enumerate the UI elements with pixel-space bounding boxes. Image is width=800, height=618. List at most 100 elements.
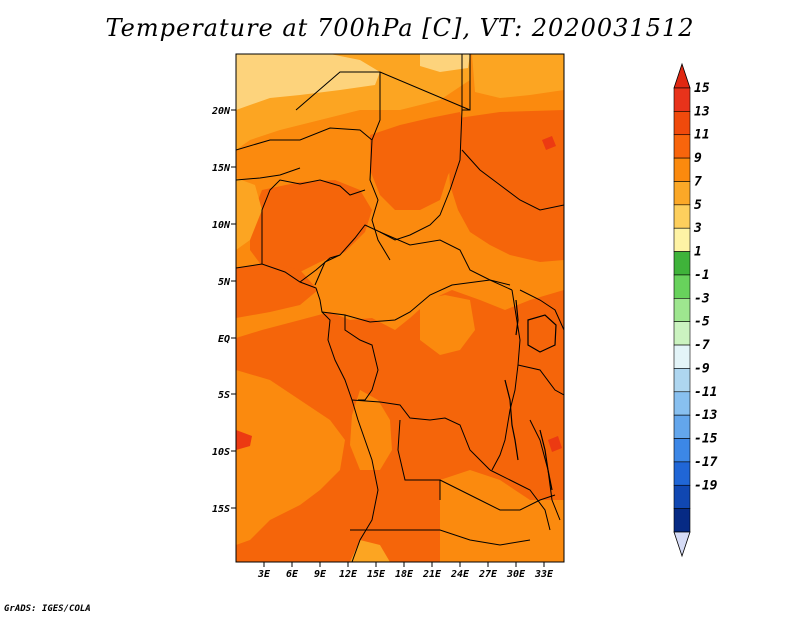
- colorbar-cell: [673, 157, 691, 182]
- field-region-7-9-ne: [472, 54, 564, 98]
- border-namibia: [350, 529, 531, 546]
- field-region-9-11-ocean: [236, 370, 345, 545]
- lat-axis: 20N 15N 10N 5N EQ 5S 10S 15S: [211, 106, 236, 515]
- colorbar-cell: [673, 368, 691, 393]
- colorbar: 15 13 11 9 7 5 3 1 -1 -3 -5 -7 -9 -11 -13 -15 -17 -19: [673, 62, 718, 558]
- colorbar-label: 1: [694, 245, 702, 260]
- colorbar-top-arrow: [673, 62, 691, 89]
- lat-label-20n: 20N: [211, 106, 231, 117]
- lon-label-18e: 18E: [395, 569, 414, 580]
- field-region-11-13-central: [250, 180, 372, 276]
- border-kenya-uganda: [519, 289, 564, 331]
- field-region-11-13-east: [445, 110, 564, 262]
- border-tanzania: [517, 364, 564, 396]
- lake-victoria: [527, 314, 557, 353]
- colorbar-label: -19: [694, 478, 718, 493]
- colorbar-cell: [673, 484, 691, 509]
- lake-albert: [515, 299, 519, 336]
- lon-label-15e: 15E: [367, 569, 386, 580]
- lon-label-33e: 33E: [534, 569, 554, 580]
- field-region-11-13-north: [370, 112, 465, 210]
- colorbar-cell: [673, 111, 691, 136]
- colorbar-cells: [673, 87, 691, 533]
- colorbar-cell: [673, 204, 691, 229]
- border-chad-sudan: [369, 72, 391, 261]
- field-region-11-13-band: [236, 262, 318, 318]
- colorbar-cell: [673, 508, 691, 533]
- field-region-9-11-southern: [440, 470, 564, 562]
- colorbar-label: 3: [693, 221, 702, 236]
- field-region-7-9-west: [236, 178, 262, 250]
- colorbar-cell: [673, 298, 691, 322]
- field-region-5-7-north: [236, 54, 380, 110]
- colorbar-label: 9: [694, 151, 702, 166]
- colorbar-cell: [673, 461, 691, 486]
- colorbar-label: 13: [694, 104, 710, 119]
- lon-label-21e: 21E: [422, 569, 442, 580]
- field-region-9-11-congo: [350, 390, 392, 470]
- lakes: [504, 299, 557, 491]
- field-hotspot-13-15: [236, 430, 252, 450]
- lat-label-15n: 15N: [212, 163, 231, 174]
- lon-label-9e: 9E: [314, 569, 327, 580]
- field-region-5-7-ne: [420, 54, 470, 72]
- colorbar-label: -17: [694, 455, 718, 470]
- colorbar-cell: [673, 344, 691, 369]
- lat-label-eq: EQ: [218, 334, 230, 345]
- lat-label-10n: 10N: [212, 220, 231, 231]
- colorbar-cell: [673, 438, 691, 463]
- colorbar-label: 11: [694, 128, 710, 143]
- colorbar-label: -11: [694, 385, 717, 400]
- map-frame: [235, 53, 565, 563]
- colorbar-cell: [673, 181, 691, 206]
- border-benin-togo: [261, 179, 366, 264]
- lat-label-5n: 5N: [218, 277, 231, 288]
- colorbar-label: -3: [694, 291, 710, 306]
- border-drc-south: [351, 399, 491, 471]
- field-hotspot-13-15-east: [548, 436, 562, 452]
- border-mali-niger: [236, 167, 301, 181]
- border-egypt-sudan: [461, 54, 471, 111]
- colorbar-label: 7: [694, 174, 702, 189]
- lon-label-6e: 6E: [286, 569, 299, 580]
- colorbar-label: 5: [694, 198, 702, 213]
- border-zimbabwe: [489, 469, 551, 531]
- lon-axis: 3E 6E 9E 12E 15E 18E 21E 24E 27E 30E 33E: [257, 562, 554, 580]
- border-sudan-ethiopia: [461, 149, 564, 211]
- border-niger-nigeria: [236, 127, 373, 151]
- border-angola: [397, 419, 441, 500]
- field-region-7-9-patch: [350, 540, 390, 562]
- credit-footer: GrADS: IGES/COLA: [4, 604, 91, 614]
- lon-label-30e: 30E: [506, 569, 526, 580]
- lon-label-27e: 27E: [478, 569, 498, 580]
- lat-label-10s: 10S: [212, 447, 230, 458]
- lon-label-24e: 24E: [450, 569, 470, 580]
- field-hotspot-13-15-ne: [542, 136, 556, 150]
- colorbar-cell: [673, 414, 691, 439]
- lon-label-12e: 12E: [339, 569, 358, 580]
- colorbar-cell: [673, 274, 691, 299]
- border-drc-north: [344, 279, 513, 323]
- colorbar-label: 15: [694, 81, 710, 96]
- colorbar-bottom-arrow: [673, 531, 691, 558]
- colorbar-label: -5: [694, 315, 710, 330]
- colorbar-labels: 15 13 11 9 7 5 3 1 -1 -3 -5 -7 -9 -11 -13 -15 -17 -19: [693, 81, 718, 493]
- lat-label-15s: 15S: [212, 504, 230, 515]
- colorbar-label: -7: [694, 338, 710, 353]
- lake-tanganyika: [504, 379, 519, 461]
- colorbar-label: -9: [694, 361, 710, 376]
- colorbar-cell: [673, 321, 691, 346]
- map-title: Temperature at 700hPa [C], VT: 202003151…: [105, 14, 695, 42]
- border-nigeria-cameroon: [299, 254, 341, 283]
- colorbar-cell: [673, 87, 691, 112]
- colorbar-cell: [673, 134, 691, 159]
- country-borders: [236, 54, 564, 562]
- border-libya-chad: [295, 71, 471, 111]
- colorbar-label: -15: [694, 432, 718, 447]
- colorbar-label: -13: [694, 408, 718, 423]
- field-region-9-11-central: [420, 295, 475, 355]
- lake-malawi: [539, 429, 553, 491]
- colorbar-label: -1: [694, 268, 710, 283]
- lon-label-3e: 3E: [257, 569, 271, 580]
